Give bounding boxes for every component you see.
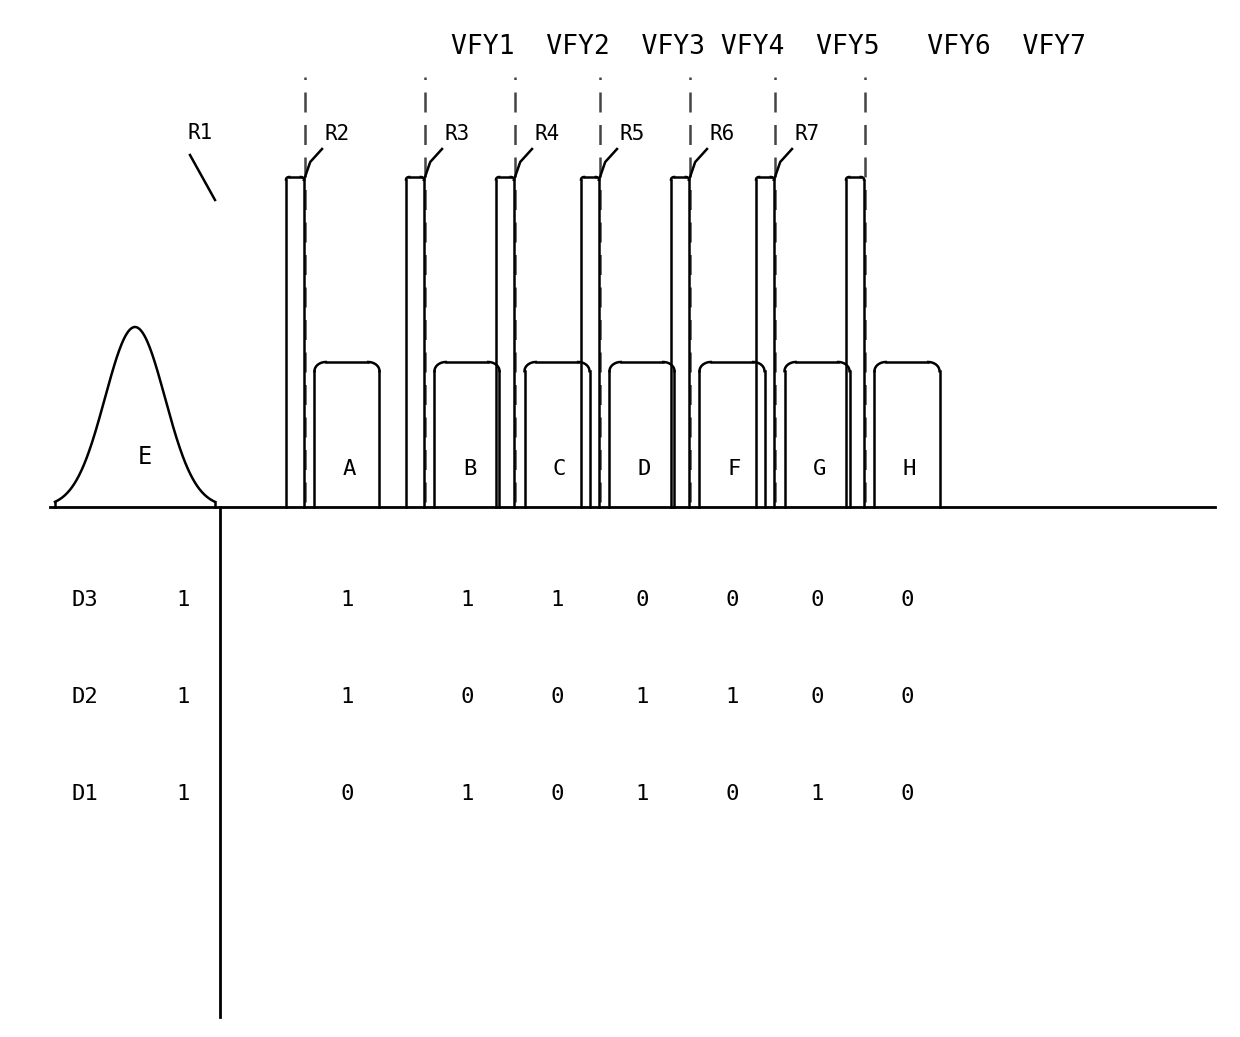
Text: C: C bbox=[553, 459, 567, 479]
Text: 0: 0 bbox=[810, 590, 823, 610]
Text: R1: R1 bbox=[187, 123, 213, 143]
Text: 1: 1 bbox=[340, 590, 353, 610]
Text: 0: 0 bbox=[810, 686, 823, 707]
Text: D3: D3 bbox=[72, 590, 99, 610]
Text: 0: 0 bbox=[635, 590, 649, 610]
Text: 1: 1 bbox=[177, 686, 190, 707]
Text: 1: 1 bbox=[551, 590, 564, 610]
Text: 1: 1 bbox=[340, 686, 353, 707]
Text: R7: R7 bbox=[795, 124, 820, 144]
Text: D1: D1 bbox=[72, 784, 99, 804]
Text: VFY1  VFY2  VFY3 VFY4  VFY5   VFY6  VFY7: VFY1 VFY2 VFY3 VFY4 VFY5 VFY6 VFY7 bbox=[451, 34, 1086, 60]
Text: G: G bbox=[812, 459, 826, 479]
Text: 1: 1 bbox=[177, 784, 190, 804]
Text: 0: 0 bbox=[725, 784, 739, 804]
Text: 1: 1 bbox=[810, 784, 823, 804]
Text: F: F bbox=[728, 459, 742, 479]
Text: 1: 1 bbox=[177, 590, 190, 610]
Text: B: B bbox=[463, 459, 476, 479]
Text: 0: 0 bbox=[340, 784, 353, 804]
Text: 0: 0 bbox=[900, 686, 914, 707]
Text: 0: 0 bbox=[900, 590, 914, 610]
Text: 1: 1 bbox=[635, 686, 649, 707]
Text: D2: D2 bbox=[72, 686, 99, 707]
Text: R2: R2 bbox=[325, 124, 350, 144]
Text: R4: R4 bbox=[534, 124, 559, 144]
Text: 0: 0 bbox=[551, 686, 564, 707]
Text: 0: 0 bbox=[460, 686, 474, 707]
Text: 1: 1 bbox=[460, 784, 474, 804]
Text: 1: 1 bbox=[460, 590, 474, 610]
Text: R6: R6 bbox=[709, 124, 735, 144]
Text: 0: 0 bbox=[725, 590, 739, 610]
Text: D: D bbox=[637, 459, 651, 479]
Text: R5: R5 bbox=[620, 124, 645, 144]
Text: 0: 0 bbox=[900, 784, 914, 804]
Text: 1: 1 bbox=[635, 784, 649, 804]
Text: H: H bbox=[903, 459, 916, 479]
Text: 1: 1 bbox=[725, 686, 739, 707]
Text: E: E bbox=[138, 445, 153, 469]
Text: A: A bbox=[342, 459, 356, 479]
Text: R3: R3 bbox=[444, 124, 470, 144]
Text: 0: 0 bbox=[551, 784, 564, 804]
